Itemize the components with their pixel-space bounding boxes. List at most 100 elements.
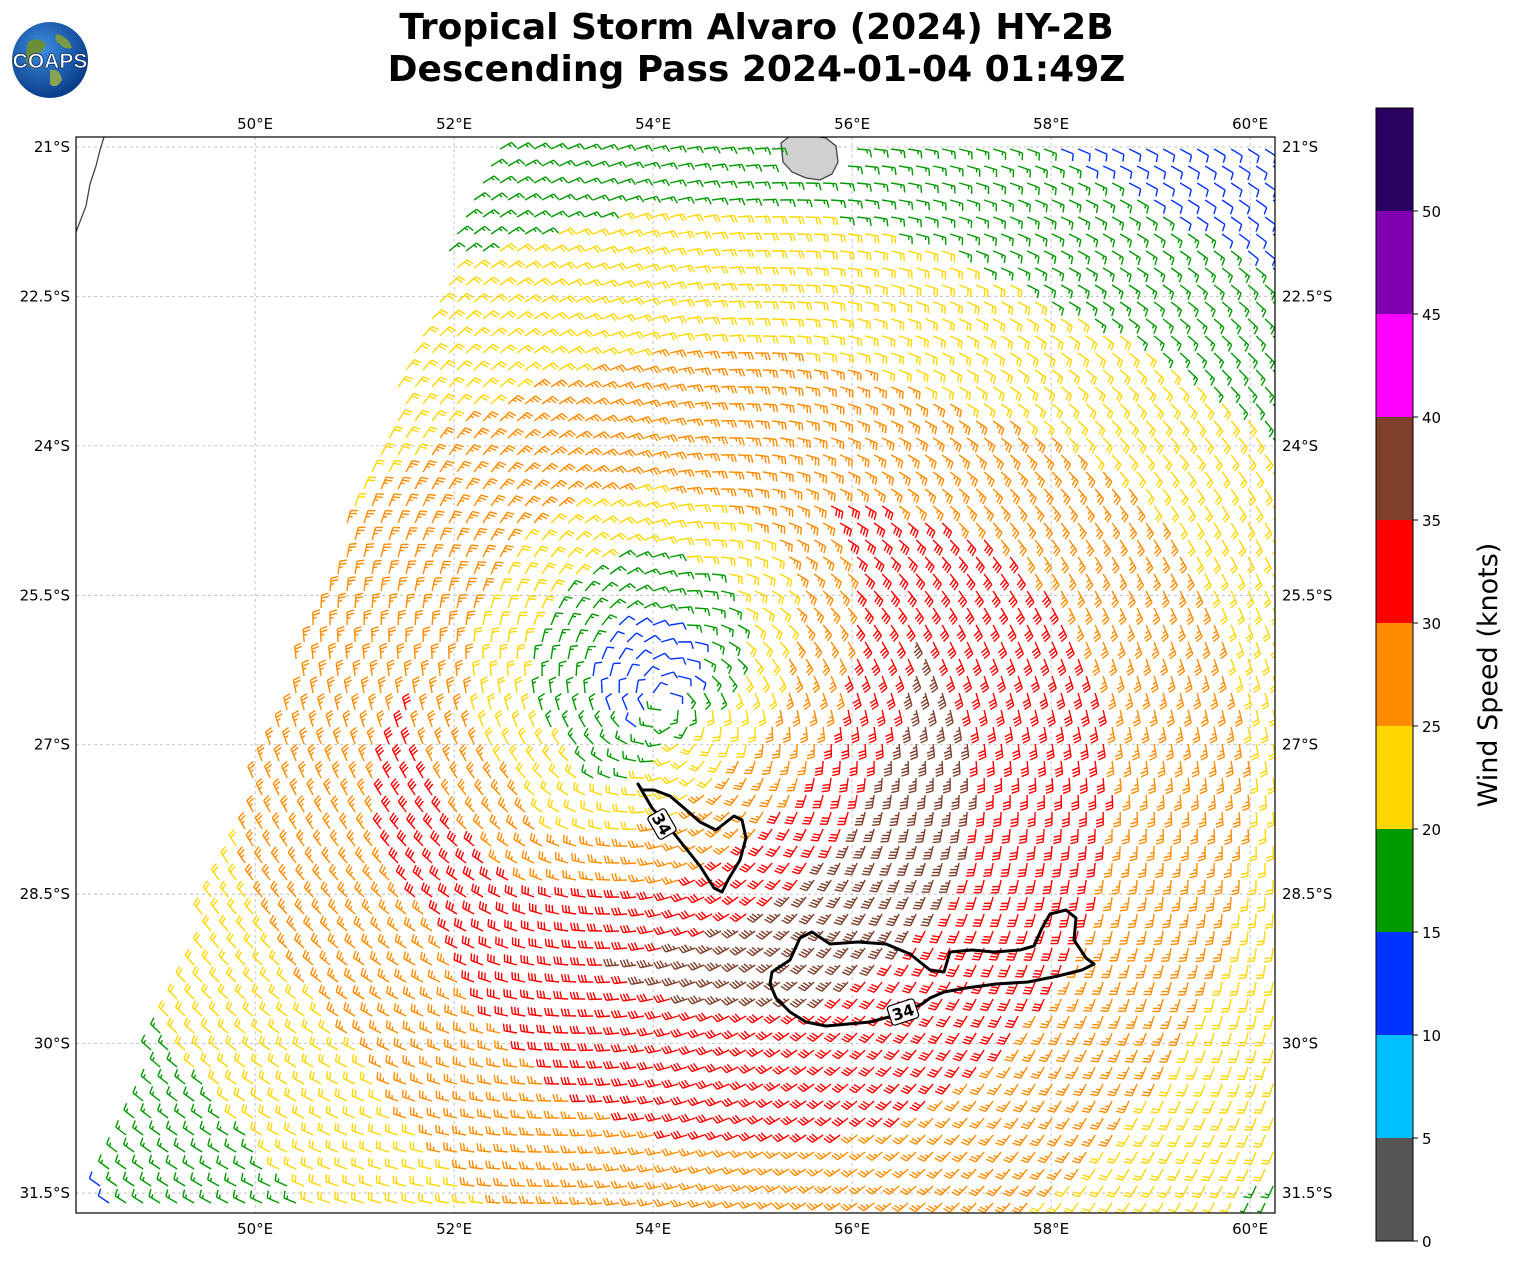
wind-barb bbox=[558, 193, 577, 201]
wind-barb bbox=[814, 199, 830, 208]
wind-barb bbox=[669, 213, 687, 222]
wind-barb bbox=[738, 283, 755, 292]
wind-barb bbox=[1204, 335, 1216, 352]
wind-barb bbox=[660, 162, 678, 170]
wind-barb bbox=[422, 359, 439, 371]
wind-barb bbox=[1102, 301, 1115, 317]
wind-barb bbox=[490, 158, 509, 167]
wind-barb bbox=[738, 146, 755, 155]
wind-barb bbox=[431, 309, 449, 320]
wind-barb bbox=[1179, 182, 1192, 197]
colorbar-tick-label: 5 bbox=[1422, 1130, 1432, 1148]
wind-barb bbox=[1034, 369, 1047, 385]
wind-barb bbox=[1034, 233, 1048, 247]
wind-barb bbox=[1153, 233, 1166, 249]
wind-barb bbox=[746, 198, 763, 206]
wind-barb bbox=[1009, 148, 1024, 161]
wind-barb bbox=[601, 211, 620, 219]
wind-barb bbox=[584, 211, 603, 218]
wind-barb bbox=[915, 199, 930, 211]
wind-barb bbox=[1128, 318, 1141, 334]
wind-barb bbox=[1255, 233, 1268, 249]
wind-barb bbox=[797, 199, 813, 208]
lon-tick-label-top: 56°E bbox=[834, 115, 870, 133]
wind-barb bbox=[789, 216, 805, 225]
wind-barb bbox=[1196, 148, 1210, 163]
wind-barb bbox=[924, 284, 939, 297]
wind-barb bbox=[1153, 301, 1166, 317]
colorbar-bin bbox=[1376, 314, 1413, 417]
wind-barb bbox=[524, 361, 542, 371]
wind-barb bbox=[618, 313, 637, 322]
wind-barb bbox=[932, 267, 947, 280]
wind-barb bbox=[626, 297, 645, 306]
wind-barb bbox=[1051, 369, 1064, 385]
colorbar: 0 5 10 15 20 25 30 35 40 45 50 bbox=[1375, 107, 1441, 1251]
wind-barb bbox=[806, 284, 822, 294]
wind-barb bbox=[891, 148, 906, 159]
wind-barb bbox=[1204, 301, 1216, 318]
wind-barb bbox=[865, 165, 880, 175]
wind-barb bbox=[882, 165, 897, 176]
wind-barb bbox=[1068, 267, 1082, 282]
wind-barb bbox=[1230, 216, 1243, 232]
wind-barb bbox=[941, 318, 955, 332]
wind-barb bbox=[677, 196, 695, 204]
wind-barb bbox=[558, 362, 577, 371]
figure-title-line-2: Descending Pass 2024-01-04 01:49Z bbox=[387, 49, 1126, 90]
wind-barb bbox=[992, 182, 1007, 195]
wind-barb bbox=[847, 335, 862, 347]
wind-barb bbox=[1247, 148, 1260, 164]
wind-barb bbox=[1094, 182, 1108, 196]
wind-barb bbox=[660, 332, 678, 341]
wind-barb bbox=[456, 326, 474, 337]
wind-barb bbox=[941, 216, 956, 228]
wind-barb bbox=[1230, 284, 1242, 301]
wind-barb bbox=[975, 318, 989, 332]
wind-barb bbox=[789, 284, 805, 293]
wind-barb bbox=[601, 313, 620, 322]
wind-barb bbox=[635, 144, 654, 152]
wind-barb bbox=[1153, 165, 1167, 180]
wind-barb bbox=[729, 368, 746, 377]
wind-barb bbox=[924, 318, 939, 331]
wind-barb bbox=[966, 335, 980, 349]
wind-barb bbox=[1162, 182, 1176, 197]
wind-barb bbox=[592, 228, 611, 237]
wind-barb bbox=[738, 180, 755, 189]
wind-barb bbox=[533, 210, 552, 218]
wind-barb bbox=[1009, 250, 1023, 264]
wind-barb bbox=[1264, 352, 1275, 369]
wind-barb bbox=[550, 176, 569, 184]
wind-barb bbox=[941, 182, 956, 194]
wind-barb bbox=[1102, 165, 1116, 179]
wind-barb bbox=[755, 249, 772, 258]
wind-barb bbox=[1026, 318, 1040, 333]
wind-barb bbox=[550, 142, 569, 150]
wind-barb bbox=[558, 328, 577, 337]
wind-barb bbox=[848, 165, 864, 175]
wind-barb bbox=[721, 282, 738, 291]
wind-barb bbox=[558, 261, 577, 270]
wind-barb bbox=[694, 162, 712, 171]
wind-barb bbox=[840, 216, 856, 226]
wind-barb bbox=[1000, 199, 1015, 212]
wind-barb bbox=[721, 180, 738, 189]
wind-barb bbox=[1077, 182, 1091, 196]
wind-barb bbox=[609, 364, 628, 373]
wind-barb bbox=[669, 281, 687, 290]
wind-barb bbox=[1009, 284, 1023, 298]
wind-barb bbox=[1017, 199, 1031, 212]
wind-barb bbox=[694, 196, 712, 205]
wind-barb bbox=[584, 177, 603, 185]
wind-barb bbox=[763, 232, 780, 241]
wind-barb bbox=[780, 301, 796, 310]
wind-barb bbox=[592, 329, 611, 338]
lat-tick-label-left: 22.5°S bbox=[20, 287, 70, 305]
wind-barb bbox=[439, 359, 456, 371]
wind-barb bbox=[780, 233, 796, 242]
wind-barb bbox=[550, 210, 569, 218]
wind-barb bbox=[1221, 199, 1234, 215]
wind-barb bbox=[983, 301, 997, 315]
wind-barb bbox=[1085, 301, 1098, 317]
